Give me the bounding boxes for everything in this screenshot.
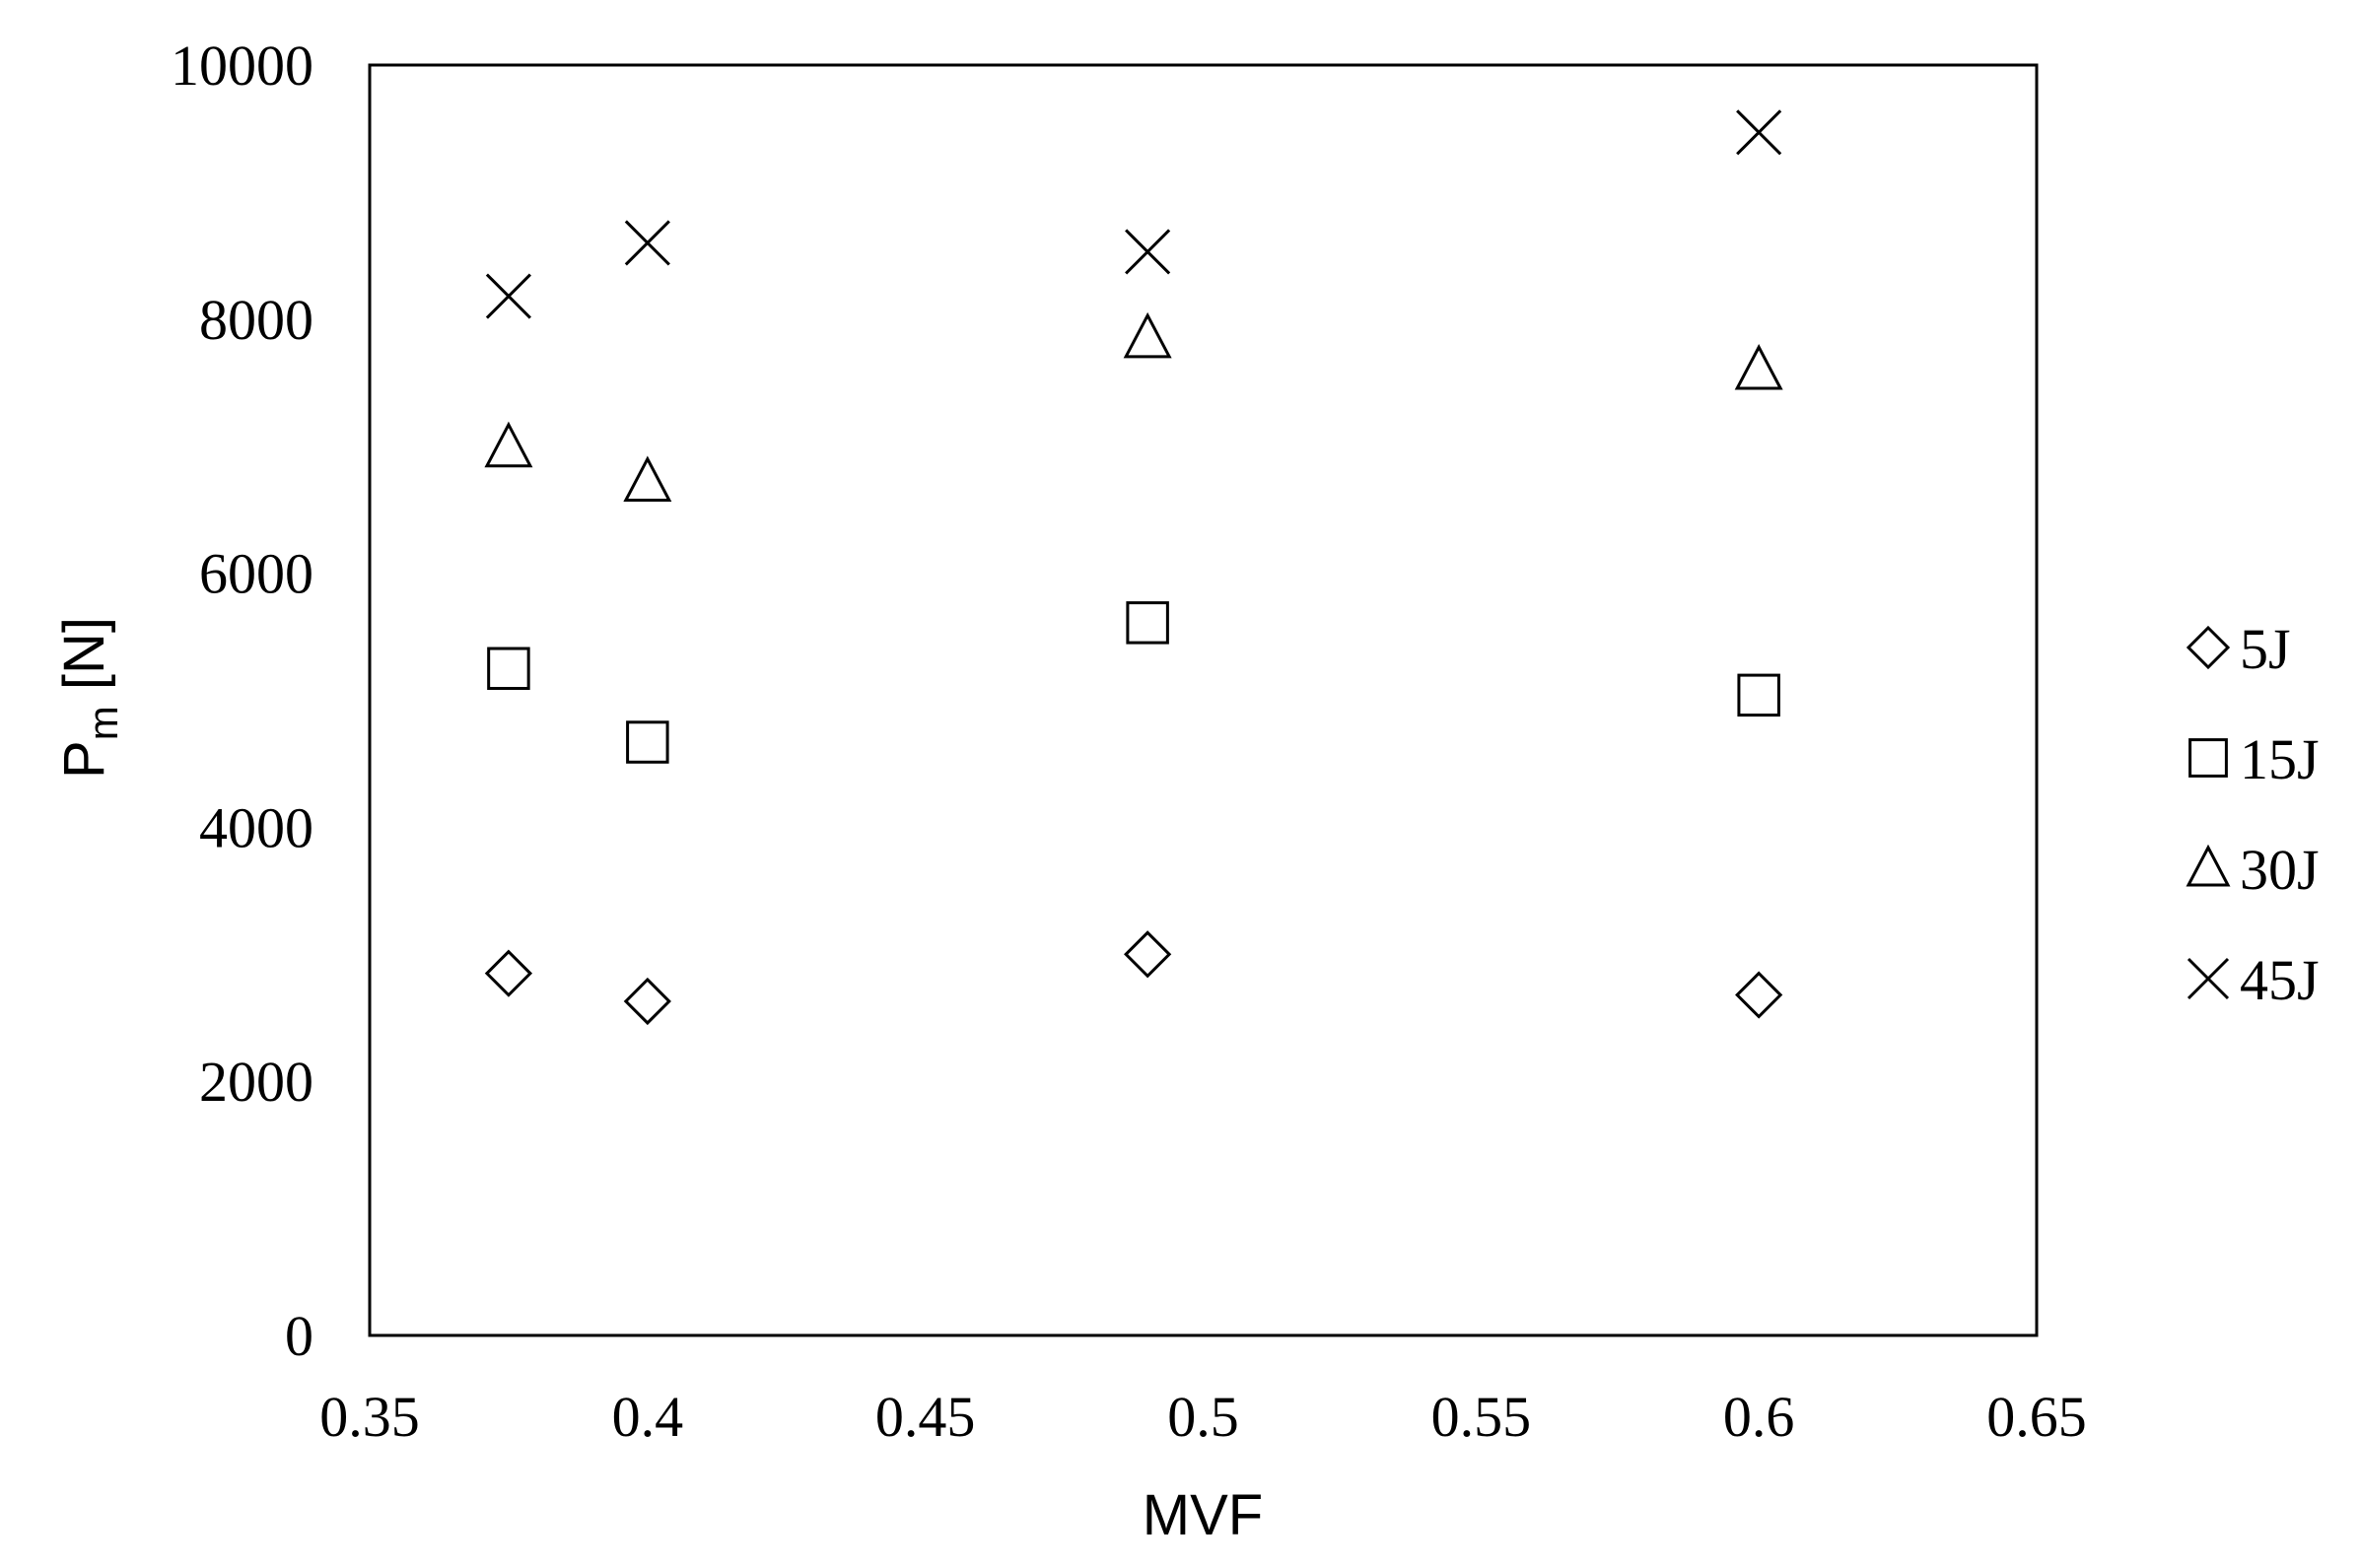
point-15J — [1737, 673, 1780, 717]
legend-label: 15J — [2240, 727, 2320, 791]
legend-marker-5J — [2186, 625, 2231, 670]
point-30J — [1734, 344, 1783, 390]
y-axis-ticks: 0 2000 4000 6000 8000 10000 — [171, 34, 313, 1368]
y-tick-label: 4000 — [199, 795, 313, 859]
point-15J — [626, 720, 669, 764]
y-tick-label: 2000 — [199, 1050, 313, 1114]
x-tick-label: 0.35 — [319, 1385, 420, 1449]
legend-label: 5J — [2240, 617, 2291, 681]
point-5J — [623, 977, 671, 1026]
y-tick-label: 0 — [285, 1304, 313, 1368]
legend-label: 30J — [2240, 838, 2320, 902]
y-axis-title-unit: [N] — [52, 617, 116, 706]
y-axis-title-subscript: m — [80, 706, 126, 740]
point-45J — [485, 273, 531, 319]
legend-marker-30J — [2186, 844, 2231, 887]
x-tick-label: 0.5 — [1167, 1385, 1239, 1449]
point-5J — [484, 949, 533, 997]
point-15J — [487, 647, 530, 691]
x-tick-label: 0.65 — [1986, 1385, 2087, 1449]
point-30J — [484, 421, 533, 468]
legend-marker-15J — [2188, 738, 2228, 778]
x-tick-label: 0.45 — [875, 1385, 976, 1449]
plot-area — [368, 63, 2039, 1337]
point-15J — [1126, 601, 1169, 645]
y-axis-title: Pm [N] — [52, 617, 126, 779]
y-tick-label: 8000 — [199, 288, 313, 352]
y-tick-label: 6000 — [199, 542, 313, 606]
x-axis-title: MVF — [1143, 1483, 1263, 1547]
point-45J — [624, 220, 670, 266]
x-axis-ticks: 0.35 0.4 0.45 0.5 0.55 0.6 0.65 — [319, 1385, 2087, 1449]
x-tick-label: 0.4 — [612, 1385, 684, 1449]
legend-marker-45J — [2186, 957, 2230, 1000]
data-points — [484, 109, 1783, 1026]
y-tick-label: 10000 — [171, 34, 313, 98]
x-tick-label: 0.55 — [1431, 1385, 1532, 1449]
point-45J — [1736, 109, 1782, 156]
point-45J — [1125, 229, 1171, 275]
point-5J — [1735, 971, 1783, 1019]
legend: 5J 15J 30J 45J — [2186, 617, 2320, 1012]
point-30J — [1123, 311, 1172, 359]
point-30J — [623, 455, 672, 502]
x-tick-label: 0.6 — [1723, 1385, 1795, 1449]
legend-label: 45J — [2240, 948, 2320, 1012]
y-axis-title-main: P — [52, 740, 116, 779]
point-5J — [1124, 930, 1172, 979]
svg-text:Pm [N]: Pm [N] — [52, 617, 126, 779]
